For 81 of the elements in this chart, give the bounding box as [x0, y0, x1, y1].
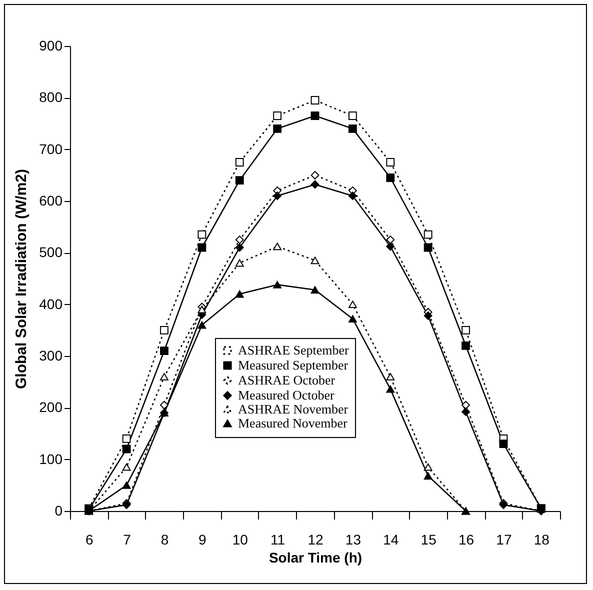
- point: [235, 158, 244, 166]
- point: [122, 463, 131, 471]
- point: [348, 300, 357, 308]
- point: [348, 192, 357, 200]
- x-tick-label: 6: [85, 532, 94, 548]
- point: [160, 372, 168, 380]
- point: [310, 180, 320, 189]
- point: [160, 346, 168, 356]
- y-tick-label: 700: [39, 140, 63, 157]
- point: [198, 230, 206, 239]
- point: [424, 472, 432, 480]
- point: [235, 176, 244, 185]
- point: [273, 124, 282, 133]
- point: [386, 385, 395, 393]
- point: [198, 243, 206, 252]
- point: [348, 315, 357, 323]
- point: [499, 440, 508, 448]
- x-tick-label: 15: [420, 532, 437, 548]
- point: [273, 280, 282, 288]
- point: [462, 341, 470, 350]
- x-tick-label: 12: [308, 532, 324, 548]
- point: [310, 96, 320, 104]
- y-tick-label: 0: [54, 502, 63, 518]
- point: [273, 192, 282, 200]
- point: [122, 444, 131, 454]
- y-tick-label: 500: [39, 244, 63, 260]
- point: [198, 306, 206, 314]
- x-tick-label: 8: [160, 532, 169, 548]
- point: [348, 124, 357, 133]
- point: [386, 372, 395, 380]
- point: [348, 112, 357, 120]
- point: [462, 400, 470, 410]
- point: [424, 243, 432, 252]
- point: [462, 326, 470, 334]
- x-tick-label: 16: [458, 532, 474, 548]
- y-tick-label: 300: [39, 348, 63, 364]
- legend-label: ASHRAE September: [238, 342, 350, 358]
- point: [160, 326, 168, 334]
- y-tick-label: 100: [39, 450, 63, 467]
- point: [310, 112, 320, 120]
- point: [386, 236, 395, 244]
- point: [235, 259, 244, 267]
- y-axis-title: Global Solar Irradiation (W/m2): [13, 168, 30, 390]
- x-tick-label: 10: [232, 532, 248, 548]
- x-tick-label: 9: [198, 532, 207, 548]
- point: [310, 286, 320, 294]
- point: [273, 242, 282, 250]
- point: [424, 230, 432, 239]
- legend-label: ASHRAE November: [238, 402, 349, 416]
- x-axis-title: Solar Time (h): [268, 550, 362, 566]
- x-tick-label: 14: [383, 532, 399, 548]
- x-tick-label: 17: [496, 532, 512, 548]
- y-tick-label: 200: [39, 399, 63, 416]
- point: [235, 290, 244, 298]
- y-tick-label: 600: [39, 192, 63, 208]
- y-tick-label: 800: [39, 89, 63, 106]
- point: [424, 311, 432, 320]
- x-tick-label: 13: [345, 532, 362, 548]
- point: [462, 408, 470, 416]
- point: [122, 481, 131, 489]
- point: [160, 400, 168, 410]
- point: [235, 236, 244, 244]
- y-tick-label: 400: [39, 296, 63, 312]
- point: [122, 434, 131, 443]
- x-tick-label: 7: [123, 532, 132, 548]
- point: [198, 321, 206, 329]
- x-tick-label: 11: [270, 532, 286, 548]
- legend-label: Measured September: [238, 358, 349, 372]
- point: [386, 174, 395, 182]
- point: [424, 463, 432, 471]
- point: [310, 256, 320, 264]
- point: [310, 170, 320, 180]
- y-tick-label: 900: [39, 38, 63, 54]
- point: [273, 112, 282, 120]
- x-tick-label: 18: [534, 532, 550, 548]
- legend-label: Measured October: [238, 388, 336, 402]
- point: [386, 158, 395, 166]
- legend-label: Measured November: [238, 416, 348, 430]
- point: [386, 242, 395, 251]
- point: [235, 243, 244, 252]
- legend-label: ASHRAE October: [238, 372, 336, 388]
